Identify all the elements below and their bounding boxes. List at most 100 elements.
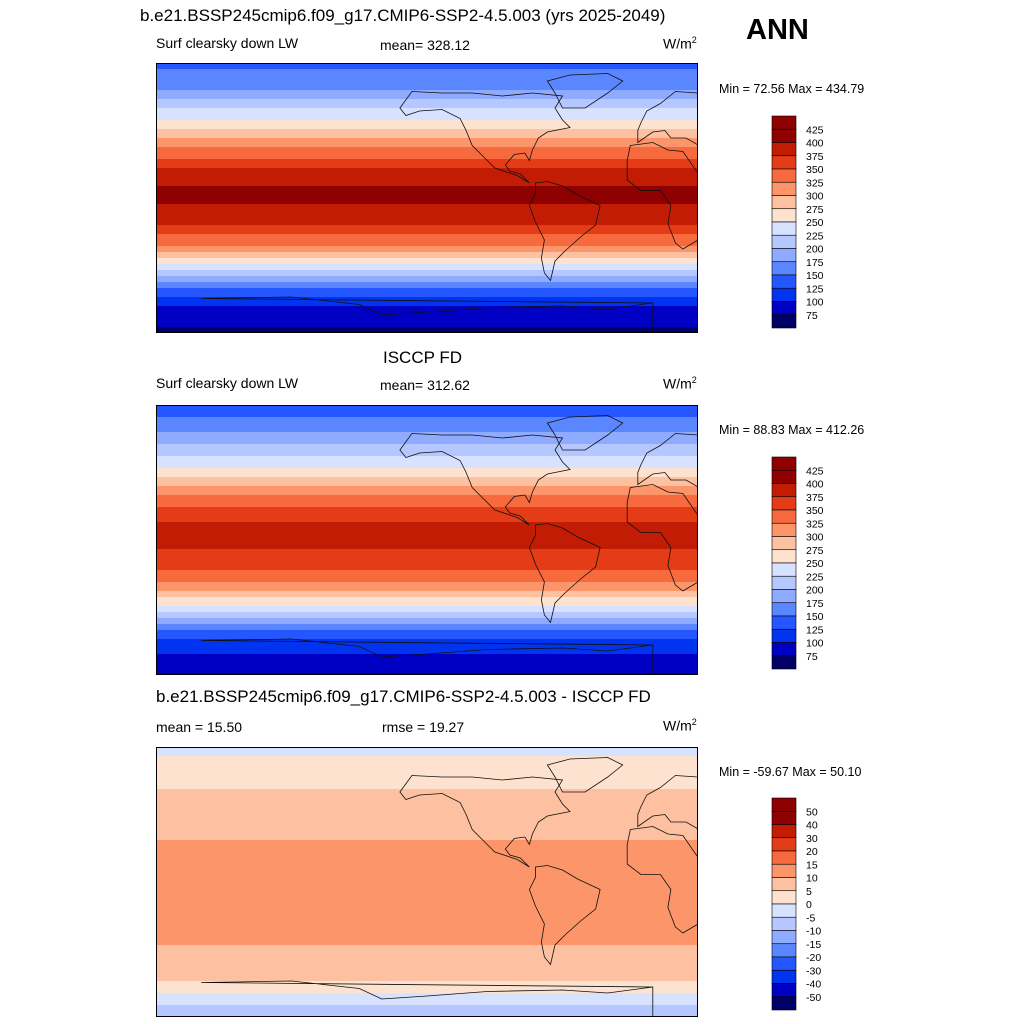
field-band [156, 405, 698, 409]
colorbar-tick-label: 425 [806, 465, 824, 477]
field-band [156, 261, 698, 265]
colorbar-box [771, 916, 797, 931]
field-band [156, 630, 698, 634]
field-band [156, 543, 698, 547]
colorbar-tick-label: -5 [806, 912, 815, 924]
field-band [156, 840, 698, 844]
field-band [156, 216, 698, 220]
field-band [156, 537, 698, 541]
field-band [156, 504, 698, 508]
colorbar-box [771, 602, 797, 617]
field-band [156, 816, 698, 820]
field-band [156, 291, 698, 295]
field-band [156, 489, 698, 493]
field-band [156, 876, 698, 880]
field-band [156, 423, 698, 427]
coastline-south-america [528, 181, 601, 282]
field-band [156, 822, 698, 826]
field-band [156, 807, 698, 811]
field-band [156, 321, 698, 325]
field-band [156, 165, 698, 169]
field-band [156, 657, 698, 661]
season-label: ANN [746, 14, 809, 46]
field-band [156, 846, 698, 850]
colorbar-box [771, 943, 797, 958]
field-band [156, 426, 698, 430]
panel3-colorbar: 50 40 30 20 15 10 5 0 -5 -10 -15 -20 -30 -40 -50 [771, 797, 821, 1011]
coastline-north-america [399, 433, 571, 526]
field-band [156, 870, 698, 874]
field-band [156, 294, 698, 298]
field-band [156, 210, 698, 214]
field-band [156, 885, 698, 889]
field-band [156, 492, 698, 496]
field-band [156, 486, 698, 490]
colorbar-tick-label: 225 [806, 230, 824, 242]
field-band [156, 825, 698, 829]
colorbar-box [771, 115, 797, 130]
field-band [156, 471, 698, 475]
field-band [156, 912, 698, 916]
field-band [156, 759, 698, 763]
colorbar-tick-label: 200 [806, 244, 824, 256]
field-band [156, 1011, 698, 1015]
field-band [156, 81, 698, 85]
zonal-field [156, 405, 698, 675]
field-band [156, 747, 698, 751]
panel1-map-plot [156, 63, 698, 333]
field-band [156, 921, 698, 925]
field-band [156, 978, 698, 982]
colorbar-box [771, 930, 797, 945]
field-band [156, 792, 698, 796]
field-band [156, 273, 698, 277]
field-band [156, 483, 698, 487]
field-band [156, 606, 698, 610]
field-band [156, 162, 698, 166]
colorbar-box [771, 536, 797, 551]
field-band [156, 456, 698, 460]
field-band [156, 246, 698, 250]
field-band [156, 474, 698, 478]
field-band [156, 783, 698, 787]
field-band [156, 72, 698, 76]
colorbar-tick-label: 15 [806, 859, 818, 871]
field-band [156, 777, 698, 781]
colorbar-box [771, 850, 797, 865]
field-band [156, 231, 698, 235]
field-band [156, 204, 698, 208]
field-band [156, 186, 698, 190]
colorbar-box [771, 877, 797, 892]
field-band [156, 222, 698, 226]
field-band [156, 468, 698, 472]
colorbar-box [771, 208, 797, 223]
field-band [156, 123, 698, 127]
colorbar-tick-label: 100 [806, 638, 824, 650]
colorbar-box [771, 128, 797, 143]
zonal-field [156, 63, 698, 333]
field-band [156, 459, 698, 463]
field-band [156, 258, 698, 262]
coastline-south-america [528, 523, 601, 624]
field-band [156, 414, 698, 418]
field-band [156, 654, 698, 658]
panel2-title: ISCCP FD [383, 348, 463, 367]
colorbar-box [771, 562, 797, 577]
field-band [156, 627, 698, 631]
field-band [156, 591, 698, 595]
field-band [156, 804, 698, 808]
field-band [156, 480, 698, 484]
field-band [156, 438, 698, 442]
coastlines [201, 415, 698, 675]
coastline-greenland [546, 73, 624, 109]
panel2-mean-label: mean= 312.62 [380, 377, 470, 393]
panel2-colorbar: 425 400 375 350 325 300 275 250 225 200 175 150 125 1… [771, 456, 824, 670]
field-band [156, 648, 698, 652]
field-band [156, 588, 698, 592]
field-band [156, 600, 698, 604]
field-band [156, 951, 698, 955]
field-band [156, 771, 698, 775]
colorbar-box [771, 996, 797, 1011]
colorbar-tick-label: 400 [806, 138, 824, 150]
colorbar-tick-label: 300 [806, 191, 824, 203]
field-band [156, 927, 698, 931]
